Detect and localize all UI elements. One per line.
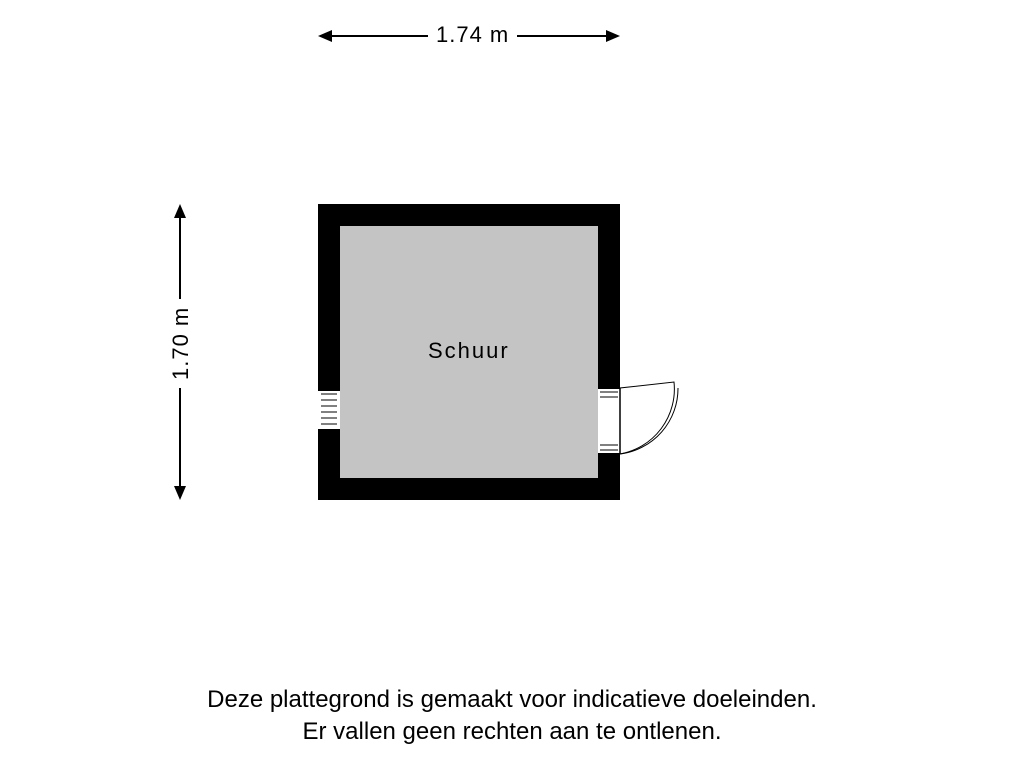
dim-height-label: 1.70 m xyxy=(168,299,194,388)
window-left xyxy=(318,390,340,430)
disclaimer-line2: Er vallen geen rechten aan te ontlenen. xyxy=(0,716,1024,748)
disclaimer-line1: Deze plattegrond is gemaakt voor indicat… xyxy=(0,684,1024,716)
room-label: Schuur xyxy=(428,338,510,364)
door-swing xyxy=(618,358,718,458)
floorplan-canvas: 1.74 m 1.70 m xyxy=(0,0,1024,768)
disclaimer: Deze plattegrond is gemaakt voor indicat… xyxy=(0,684,1024,749)
door-opening-right xyxy=(598,388,620,454)
dim-width-label: 1.74 m xyxy=(428,22,517,48)
